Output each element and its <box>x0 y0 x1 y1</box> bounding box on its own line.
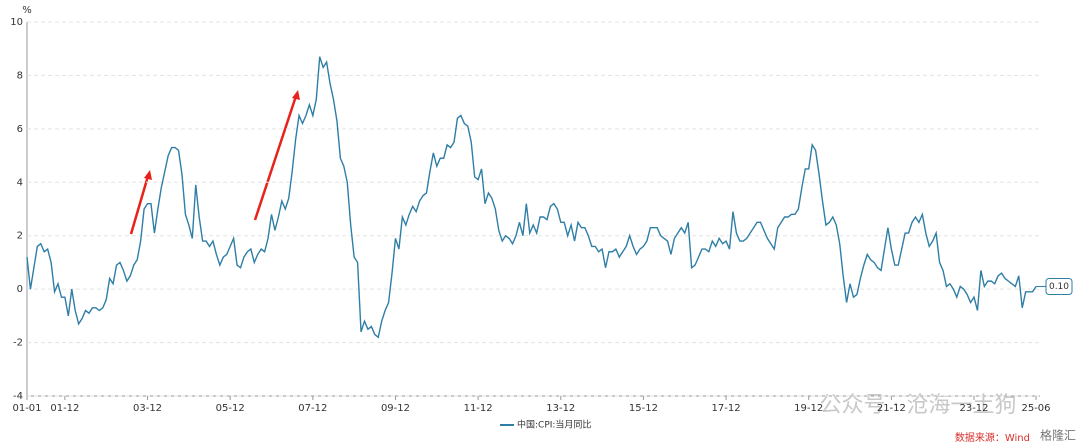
x-tick-label: 11-12 <box>464 403 493 414</box>
x-tick-label: 05-12 <box>216 403 245 414</box>
x-tick-label: 15-12 <box>629 403 658 414</box>
x-tick-label: 09-12 <box>381 403 410 414</box>
y-unit: % <box>22 5 32 16</box>
y-tick-label: 0 <box>17 284 23 295</box>
y-tick-label: 2 <box>17 231 23 242</box>
x-tick-label: 01-12 <box>50 403 79 414</box>
watermark: 公众号 · 沧海一土狗 <box>820 393 1017 418</box>
label-box <box>1045 277 1073 295</box>
logo: 格隆汇 <box>1040 428 1076 443</box>
line <box>26 56 1037 339</box>
x-tick-label: 03-12 <box>133 403 162 414</box>
y-tick-label: 10 <box>10 17 23 28</box>
x-tick-label: 25-06 <box>1021 403 1050 414</box>
source: 数据来源：Wind <box>955 431 1030 444</box>
y-tick-label: -4 <box>13 391 23 402</box>
x-tick-label: 19-12 <box>794 403 823 414</box>
y-tick-label: -2 <box>13 338 23 349</box>
x-tick-label: 13-12 <box>546 403 575 414</box>
x-tick-label: 23-12 <box>959 403 988 414</box>
x-tick-label: 21-12 <box>877 403 906 414</box>
y-tick-label: 4 <box>17 177 23 188</box>
arrows <box>129 90 300 235</box>
value-label: 0.10 <box>1049 282 1069 292</box>
y-tick-label: 8 <box>17 70 23 81</box>
x-tick-label: 07-12 <box>298 403 327 414</box>
x-tick-label: 17-12 <box>712 403 741 414</box>
y-tick-label: 6 <box>17 124 23 135</box>
legend-label: 中国:CPI:当月同比 <box>517 419 591 431</box>
x-tick-label: 01-01 <box>12 403 41 414</box>
